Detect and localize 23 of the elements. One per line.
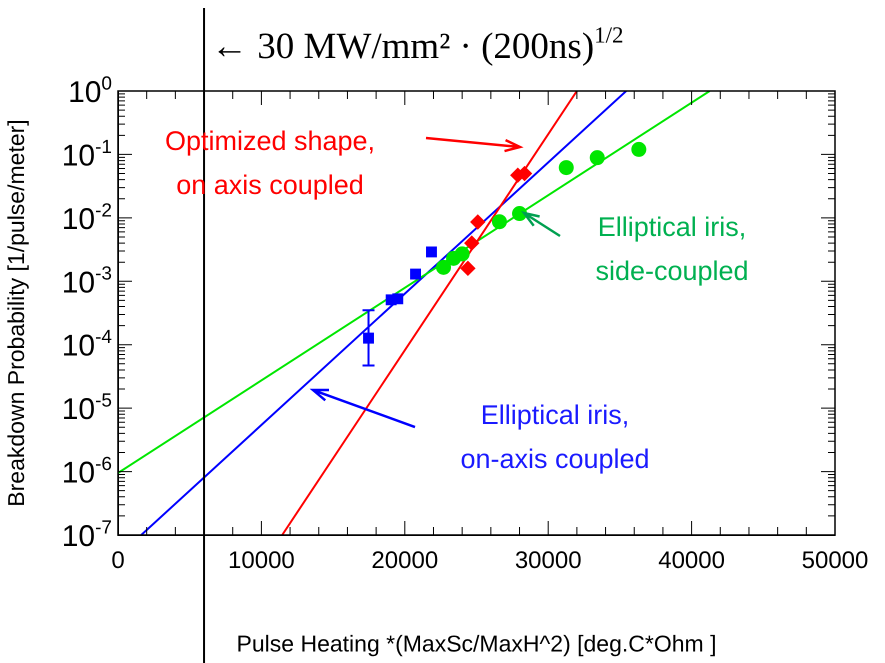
point	[454, 246, 470, 262]
x-tick-label: 10000	[228, 547, 295, 574]
x-tick-label: 0	[111, 547, 125, 574]
x-tick-label: 20000	[371, 547, 438, 574]
point	[470, 214, 486, 230]
point	[460, 260, 476, 276]
series-label: Elliptical iris, side-coupled	[595, 212, 749, 286]
point	[631, 142, 646, 157]
point	[436, 260, 452, 275]
x-tick-label: 40000	[658, 547, 725, 574]
point	[558, 160, 574, 176]
x-tick-label: 30000	[514, 547, 582, 574]
point	[426, 246, 437, 258]
point	[410, 268, 422, 280]
point	[464, 236, 480, 251]
point	[392, 293, 404, 304]
x-tick-label: 50000	[802, 547, 868, 574]
point	[512, 206, 528, 222]
point	[590, 150, 605, 166]
y-axis-title: Breakdown Probability [1/pulse/meter]	[3, 119, 30, 507]
point	[492, 214, 507, 230]
x-axis-title: Pulse Heating *(MaxSc/MaxH^2) [deg.C*Ohm ]	[236, 630, 716, 657]
text: Elliptical iris, on-axis coupled	[460, 400, 650, 474]
